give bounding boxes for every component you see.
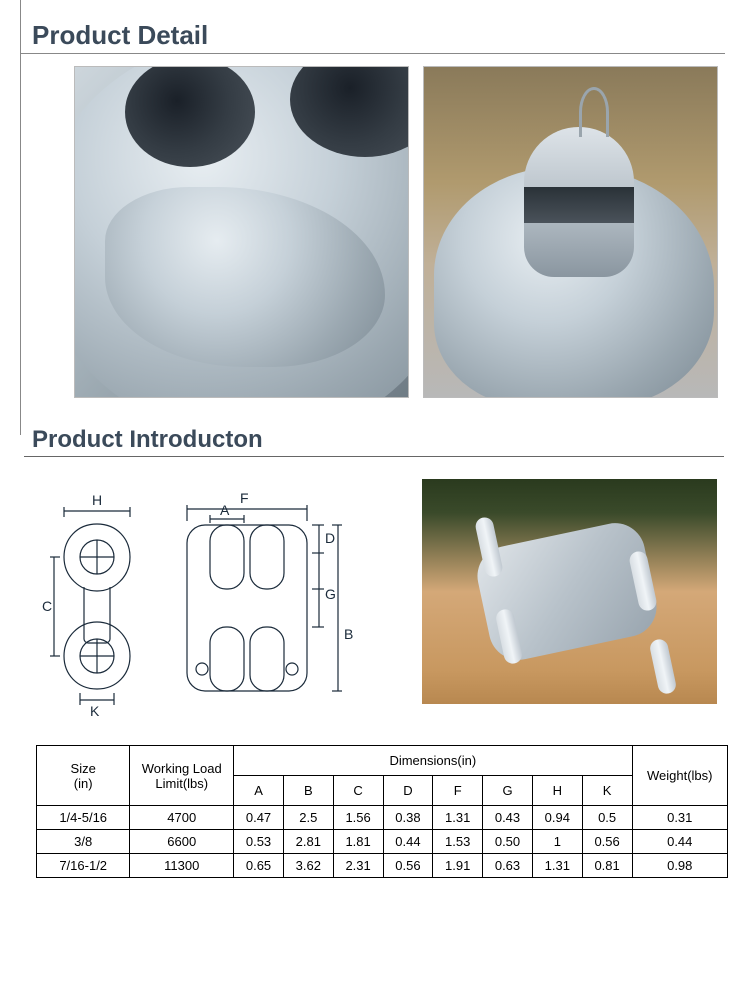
col-dim-K: K <box>582 776 632 806</box>
technical-drawing: H C K <box>42 479 372 719</box>
intro-product-photo <box>422 479 717 704</box>
table-row: 7/16-1/2113000.653.622.310.561.910.631.3… <box>37 854 728 878</box>
table-row: 3/866000.532.811.810.441.530.5010.560.44 <box>37 830 728 854</box>
detail-photo-pin <box>423 66 718 398</box>
col-dim-C: C <box>333 776 383 806</box>
col-dim-B: B <box>283 776 333 806</box>
dim-label-G: G <box>325 586 336 602</box>
col-dimensions-group: Dimensions(in) <box>234 746 632 776</box>
dim-label-H: H <box>92 492 102 508</box>
dim-label-K: K <box>90 703 100 719</box>
dim-label-F: F <box>240 490 249 506</box>
col-weight: Weight(lbs) <box>632 746 728 806</box>
col-size: Size (in) <box>37 746 130 806</box>
col-dim-G: G <box>483 776 533 806</box>
dim-label-B: B <box>344 626 353 642</box>
page-container: Product Detail Product Introducton <box>0 0 750 898</box>
product-intro-underline <box>24 456 724 457</box>
col-dim-D: D <box>383 776 433 806</box>
product-detail-title: Product Detail <box>32 20 738 51</box>
col-dim-F: F <box>433 776 483 806</box>
col-dim-A: A <box>234 776 284 806</box>
dim-label-A: A <box>220 502 230 518</box>
left-vertical-rule <box>20 0 21 435</box>
col-dim-H: H <box>532 776 582 806</box>
product-intro-title: Product Introducton <box>32 426 738 454</box>
product-detail-underline <box>20 53 725 54</box>
dim-label-C: C <box>42 598 52 614</box>
dim-label-D: D <box>325 530 335 546</box>
detail-photo-closeup <box>74 66 409 398</box>
spec-table-header: Size (in) Working Load Limit(lbs) Dimens… <box>37 746 728 806</box>
spec-table-body: 1/4-5/1647000.472.51.560.381.310.430.940… <box>37 806 728 878</box>
spec-table: Size (in) Working Load Limit(lbs) Dimens… <box>36 745 728 878</box>
col-wll: Working Load Limit(lbs) <box>130 746 234 806</box>
detail-photo-row <box>32 66 738 398</box>
intro-diagram-row: H C K <box>32 479 738 719</box>
table-row: 1/4-5/1647000.472.51.560.381.310.430.940… <box>37 806 728 830</box>
